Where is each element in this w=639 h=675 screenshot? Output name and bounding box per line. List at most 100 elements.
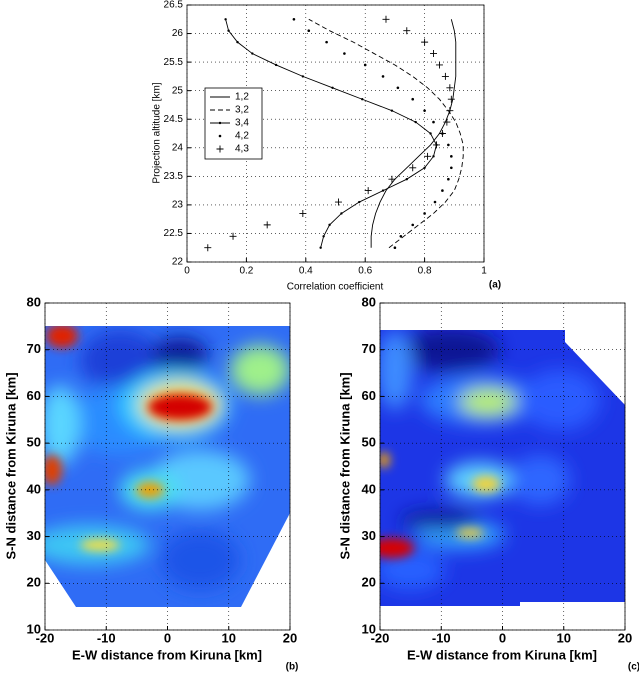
marker [430,50,438,58]
y-tick-label: 23 [172,200,184,211]
y-tick-label: 25 [172,85,184,96]
marker [299,209,307,217]
y-tick-label: 60 [362,388,376,403]
marker [450,155,453,158]
marker [447,143,450,147]
marker [204,244,212,252]
y-tick-label: 22 [172,257,184,268]
legend-label: 3,4 [235,118,249,129]
marker [364,187,372,195]
x-tick-label: -20 [371,630,390,645]
y-tick-label: 30 [362,528,376,543]
heatmap-image [45,326,290,607]
marker [403,27,411,35]
y-axis-label: Projection altitude [km] [152,82,163,183]
marker [438,130,446,137]
x-tick-label: 0 [164,630,171,645]
marker [443,118,451,126]
marker [328,223,331,227]
marker [390,109,394,112]
marker [363,63,367,67]
y-tick-label: 40 [362,481,376,496]
panel-label: (b) [286,662,299,673]
y-tick-label: 40 [27,481,41,496]
x-axis-label: E-W distance from Kiruna [km] [407,647,597,662]
marker [319,246,322,249]
y-tick-label: 80 [27,294,41,309]
y-tick-label: 80 [362,294,376,309]
marker [322,235,325,238]
x-tick-label: -10 [97,630,116,645]
plot-frame [379,302,626,631]
marker [381,75,385,78]
marker [382,15,390,23]
marker [433,200,437,204]
x-tick-label: 0.6 [358,266,372,277]
marker [424,152,432,160]
marker [411,223,415,227]
marker [292,17,296,21]
y-tick-label: 70 [362,341,376,356]
y-tick-label: 26.5 [164,0,184,11]
marker [432,155,435,158]
marker [441,189,444,192]
marker [396,86,400,90]
marker [325,40,328,44]
y-tick-label: 70 [27,341,41,356]
marker [446,107,454,115]
marker [388,175,396,183]
x-tick-label: 0.2 [239,266,253,277]
y-tick-label: 50 [362,435,376,450]
y-tick-label: 22.5 [164,228,184,239]
legend-label: 3,2 [235,105,249,116]
marker [432,120,435,124]
y-tick-label: 24 [172,142,184,153]
x-tick-label: 20 [618,630,632,645]
series-line [308,18,464,249]
marker [450,166,453,170]
x-tick-label: 0.4 [299,266,313,277]
marker [301,75,305,78]
y-axis-label: S-N distance from Kiruna [km] [337,372,352,559]
panel-label: (a) [489,280,501,291]
marker [423,109,426,112]
x-tick-label: 0 [499,630,506,645]
marker [274,63,278,67]
y-tick-label: 20 [27,575,41,590]
marker [393,246,397,250]
marker [340,212,343,215]
x-tick-label: 0 [184,266,190,277]
marker [435,61,443,69]
marker [236,40,239,44]
y-tick-label: 24.5 [164,114,184,125]
x-tick-label: -20 [36,630,55,645]
plot-frame [44,302,291,631]
marker [421,38,429,46]
x-tick-label: 20 [283,630,297,645]
marker [381,189,385,192]
x-tick-label: 10 [557,630,571,645]
y-tick-label: 10 [362,621,376,636]
x-tick-label: 10 [222,630,236,645]
marker [263,221,271,229]
marker [251,52,254,55]
legend-swatch [218,121,222,125]
legend-swatch [218,134,222,138]
legend-label: 1,2 [235,92,249,103]
marker [361,98,364,101]
y-axis-label: S-N distance from Kiruna [km] [3,372,18,559]
y-tick-label: 50 [27,435,41,450]
marker [229,232,237,240]
marker [405,177,408,181]
marker [399,235,403,238]
marker [447,95,455,103]
marker [414,120,417,124]
y-tick-label: 30 [27,528,41,543]
marker [409,164,417,172]
legend-swatch [216,145,224,153]
marker [441,72,449,80]
y-tick-label: 20 [362,575,376,590]
panel: -20 -10 0 10 20 10 20 30 40 50 60 70 80 E-W distance … [337,294,639,672]
y-tick-label: 25.5 [164,57,184,68]
panel: 0 0.2 0.4 0.6 0.8 1 22 22.5 23 23.5 24 24.5 25 25.5 26… [152,0,501,293]
